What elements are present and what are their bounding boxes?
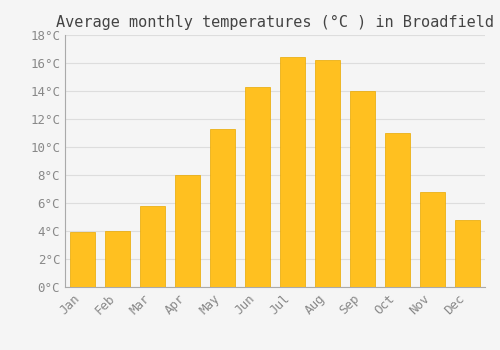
Bar xyxy=(455,220,480,287)
Bar xyxy=(70,232,95,287)
Bar xyxy=(420,192,445,287)
Bar xyxy=(280,57,305,287)
Bar xyxy=(385,133,410,287)
Bar xyxy=(316,60,340,287)
Bar xyxy=(350,91,375,287)
Bar xyxy=(245,87,270,287)
Bar xyxy=(176,175,200,287)
Title: Average monthly temperatures (°C ) in Broadfield: Average monthly temperatures (°C ) in Br… xyxy=(56,15,494,30)
Bar xyxy=(105,231,130,287)
Bar xyxy=(210,129,235,287)
Bar xyxy=(140,206,165,287)
